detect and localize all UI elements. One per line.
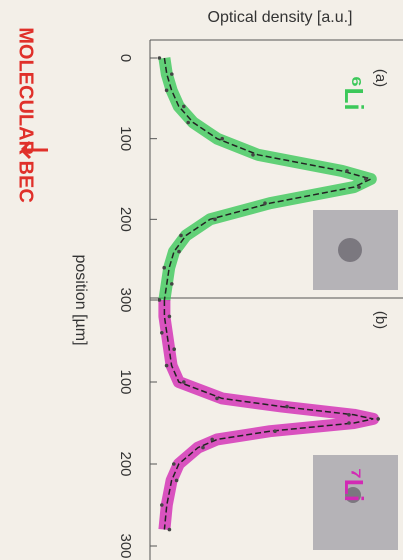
absorption-image-cloud bbox=[338, 238, 362, 262]
data-point bbox=[162, 266, 166, 270]
data-point bbox=[179, 234, 183, 238]
data-point bbox=[347, 421, 351, 425]
annotation: ⁷Li bbox=[339, 468, 369, 502]
data-point bbox=[170, 282, 174, 286]
data-point bbox=[364, 177, 368, 181]
tick-label: 100 bbox=[117, 369, 134, 394]
data-point bbox=[160, 331, 164, 335]
data-point bbox=[357, 185, 361, 189]
panel-label: (a) bbox=[372, 69, 389, 87]
data-point bbox=[210, 438, 214, 442]
data-point bbox=[177, 250, 181, 254]
data-point bbox=[175, 479, 179, 483]
data-point bbox=[263, 201, 267, 205]
data-point bbox=[158, 298, 162, 302]
data-point bbox=[345, 169, 349, 173]
data-point bbox=[170, 72, 174, 76]
data-point bbox=[158, 56, 162, 60]
data-point bbox=[347, 413, 351, 417]
data-point bbox=[168, 315, 172, 319]
data-point bbox=[215, 397, 219, 401]
tick-label: 0 bbox=[117, 54, 134, 62]
annotation: ⁶Li bbox=[339, 75, 369, 110]
tick-label: 100 bbox=[117, 126, 134, 151]
panel-label: (b) bbox=[372, 311, 389, 329]
data-point bbox=[172, 347, 176, 351]
data-point bbox=[172, 462, 176, 466]
data-point bbox=[251, 153, 255, 157]
data-point bbox=[220, 137, 224, 141]
data-point bbox=[165, 364, 169, 368]
data-point bbox=[213, 218, 217, 222]
axis-title: position [µm] bbox=[72, 254, 89, 345]
tick-label: 300 bbox=[117, 287, 134, 312]
axis-title: Optical density [a.u.] bbox=[208, 9, 353, 26]
tick-label: 200 bbox=[117, 451, 134, 476]
data-point bbox=[168, 528, 172, 532]
data-point bbox=[182, 105, 186, 109]
data-point bbox=[285, 405, 289, 409]
tick-label: 200 bbox=[117, 207, 134, 232]
data-point bbox=[273, 429, 277, 433]
data-point bbox=[160, 503, 164, 507]
data-point bbox=[165, 88, 169, 92]
annotation: MOLECULAR BEC bbox=[15, 27, 37, 203]
data-point bbox=[376, 417, 380, 421]
chart: Optical density [a.u.] position [µm] MOL… bbox=[0, 0, 403, 560]
tick-label: 300 bbox=[117, 533, 134, 558]
data-point bbox=[182, 380, 186, 384]
data-point bbox=[201, 446, 205, 450]
data-point bbox=[186, 121, 190, 125]
